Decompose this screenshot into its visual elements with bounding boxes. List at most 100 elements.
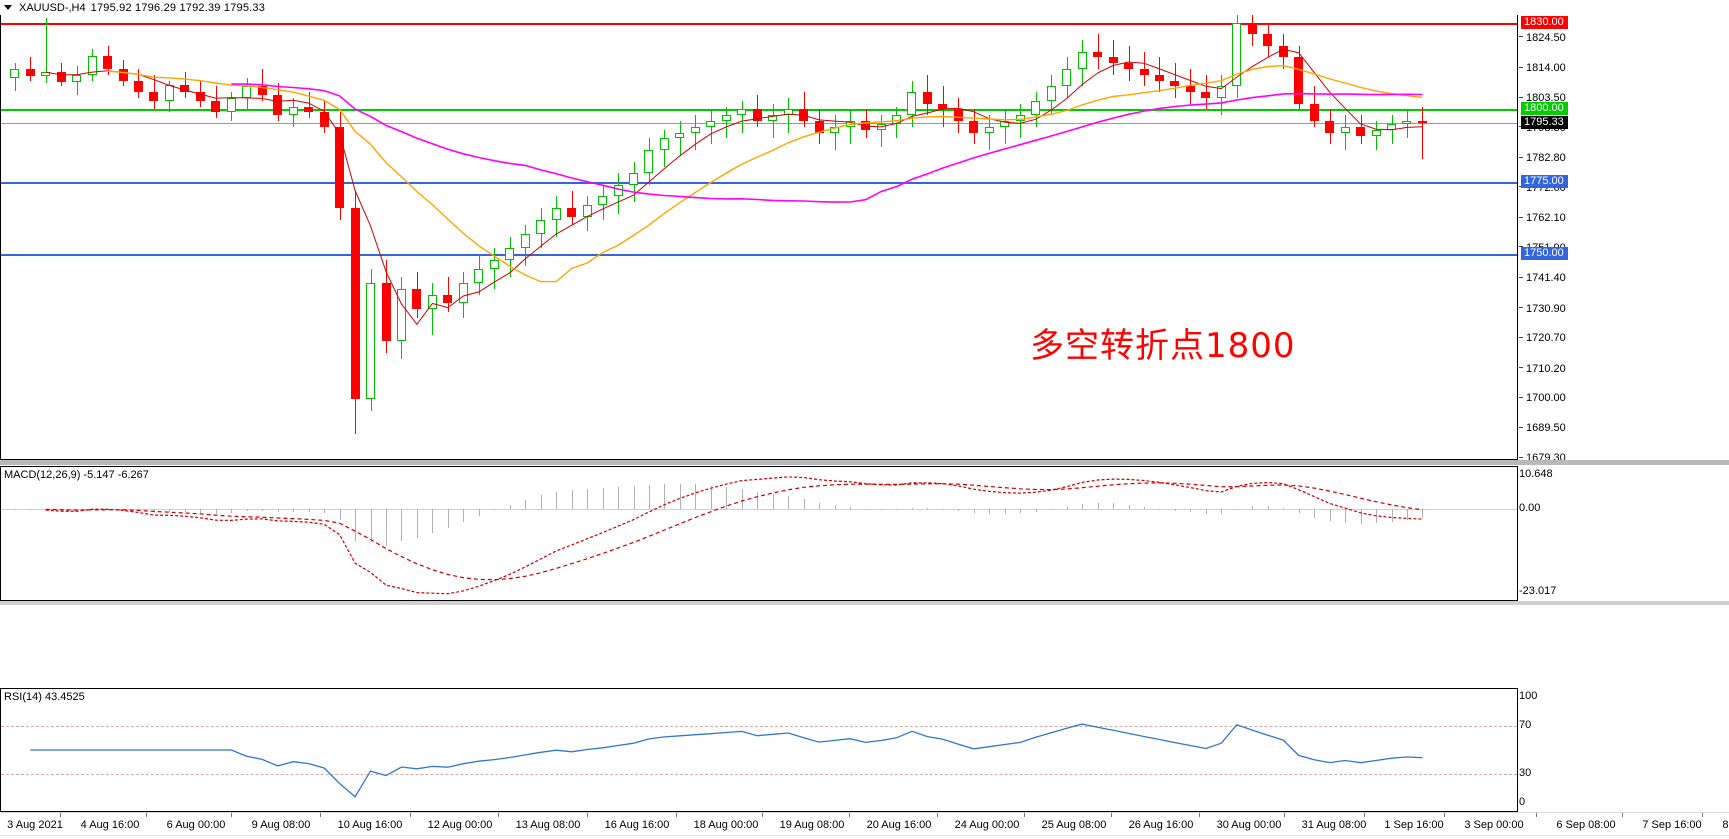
candle-body <box>257 86 267 95</box>
macd-histogram-bar <box>416 509 418 538</box>
macd-histogram-bar <box>432 509 434 533</box>
rsi-axis-tick: 100 <box>1519 690 1537 702</box>
time-axis[interactable]: 3 Aug 2021 4 Aug 16:00 6 Aug 00:00 9 Aug 08… <box>0 812 1729 839</box>
time-axis-tick-mark <box>1444 813 1445 817</box>
macd-histogram-bar <box>741 488 743 510</box>
price-level-badge-support[interactable]: 1775.00 <box>1521 174 1568 188</box>
price-axis-tick: 1710.20 <box>1519 363 1566 375</box>
time-axis-tick-mark <box>1111 813 1112 817</box>
macd-histogram-bar <box>308 509 310 512</box>
rsi-axis-tick-label: 100 <box>1519 690 1538 702</box>
time-axis-tick-label: 7 Sep 16:00 <box>1642 819 1702 831</box>
moving-average-overlay <box>45 48 1423 326</box>
macd-plot-area[interactable] <box>1 467 1517 600</box>
macd-axis-tick: 0.00 <box>1519 502 1540 514</box>
candle-body <box>1325 121 1335 133</box>
time-axis-tick-label: 12 Aug 00:00 <box>427 819 493 831</box>
pane-divider-1[interactable] <box>0 460 1729 465</box>
candle-body <box>1124 63 1134 69</box>
triangle-down-icon[interactable] <box>4 5 12 10</box>
price-axis-tick-label: 1782.80 <box>1526 152 1566 165</box>
candle-body <box>396 289 406 342</box>
macd-histogram-bar <box>710 485 712 510</box>
candle-body <box>319 112 329 127</box>
rsi-axis-tick-label: 70 <box>1519 718 1532 731</box>
candle-wick <box>432 283 434 336</box>
candle-wick <box>571 190 573 226</box>
candle-wick <box>30 57 32 81</box>
time-axis-tick-mark <box>1284 813 1285 817</box>
candle-wick <box>788 97 790 133</box>
price-level-badge-resistance[interactable]: 1830.00 <box>1521 15 1568 29</box>
macd-histogram-bar <box>1283 507 1285 510</box>
macd-histogram-bar <box>1097 502 1099 510</box>
macd-histogram-bar <box>664 483 666 510</box>
macd-histogram-bar <box>942 508 944 510</box>
candle-body <box>907 92 917 116</box>
macd-histogram-bar <box>679 483 681 510</box>
macd-histogram-bar <box>602 488 604 510</box>
macd-histogram-bar <box>1205 509 1207 515</box>
macd-histogram-bar <box>973 509 975 514</box>
rsi-line <box>30 723 1423 798</box>
time-axis-tick-mark <box>1622 813 1623 817</box>
candle-body <box>505 248 515 261</box>
price-level-line-resistance[interactable] <box>1 22 1517 25</box>
tick-dash-icon <box>1519 156 1523 158</box>
candle-body <box>1216 86 1226 98</box>
price-level-line-support[interactable] <box>1 181 1517 184</box>
macd-axis-tick: 10.648 <box>1519 468 1553 480</box>
candle-body <box>1139 68 1149 75</box>
candle-body <box>1093 51 1103 58</box>
price-axis-tick-label: 1824.50 <box>1526 31 1566 44</box>
macd-histogram-bar <box>1298 509 1300 513</box>
time-axis-tick-label: 30 Aug 00:00 <box>1216 819 1282 831</box>
price-axis-tick: 1803.50 <box>1519 92 1566 104</box>
candle-body <box>10 68 20 78</box>
rsi-axis: 100 70 30 0 <box>1519 688 1729 812</box>
rsi-axis-tick: 30 <box>1519 767 1531 779</box>
price-plot-area[interactable] <box>1 9 1517 459</box>
time-axis-tick-mark <box>937 813 938 817</box>
macd-histogram-bar <box>169 509 171 513</box>
candle-body <box>381 283 391 342</box>
price-level-badge-pivot[interactable]: 1800.00 <box>1521 102 1568 116</box>
macd-axis-tick-label: 0.00 <box>1519 502 1541 515</box>
price-level-badge-current-price[interactable]: 1795.33 <box>1521 116 1568 129</box>
macd-zero-line <box>1 509 1517 511</box>
candle-body <box>211 100 221 113</box>
candle-wick <box>834 115 836 150</box>
candle-body <box>118 68 128 81</box>
candle-body <box>87 55 97 75</box>
macd-histogram-bar <box>772 494 774 510</box>
candle-body <box>458 283 468 304</box>
price-axis[interactable]: 1834.701824.501814.001803.501793.301782.… <box>1519 2 1729 464</box>
time-axis-tick-label: 25 Aug 08:00 <box>1041 819 1107 831</box>
rsi-line-overlay <box>30 723 1423 798</box>
ma-magenta-line <box>231 83 1423 203</box>
price-level-line-current-price[interactable] <box>1 123 1517 124</box>
candle-body <box>690 126 700 133</box>
time-axis-tick-mark <box>676 813 677 817</box>
candle-wick <box>1345 115 1347 150</box>
macd-histogram-bar <box>1422 509 1424 519</box>
pane-divider-2[interactable] <box>0 601 1729 605</box>
macd-pane[interactable]: MACD(12,26,9) -5.147 -6.267 <box>0 466 1518 601</box>
price-level-line-support[interactable] <box>1 254 1517 257</box>
rsi-pane[interactable]: RSI(14) 43.4525 <box>0 688 1518 812</box>
price-level-badge-support[interactable]: 1750.00 <box>1521 247 1568 261</box>
macd-histogram-bar <box>1252 506 1254 510</box>
macd-histogram-bar <box>463 509 465 523</box>
macd-histogram-bar <box>989 509 991 514</box>
price-axis-tick-label: 1730.90 <box>1526 302 1566 315</box>
rsi-plot-area[interactable] <box>1 689 1517 811</box>
price-pane[interactable] <box>0 8 1518 460</box>
candle-body <box>288 106 298 116</box>
time-axis-tick-label: 9 Aug 08:00 <box>251 819 311 831</box>
macd-histogram-bar <box>1066 506 1068 510</box>
price-axis-tick: 1814.00 <box>1519 62 1566 74</box>
time-axis-tick-mark <box>762 813 763 817</box>
candle-wick <box>184 71 186 98</box>
macd-axis-tick-label: -23.017 <box>1519 585 1557 597</box>
candle-body <box>133 80 143 93</box>
